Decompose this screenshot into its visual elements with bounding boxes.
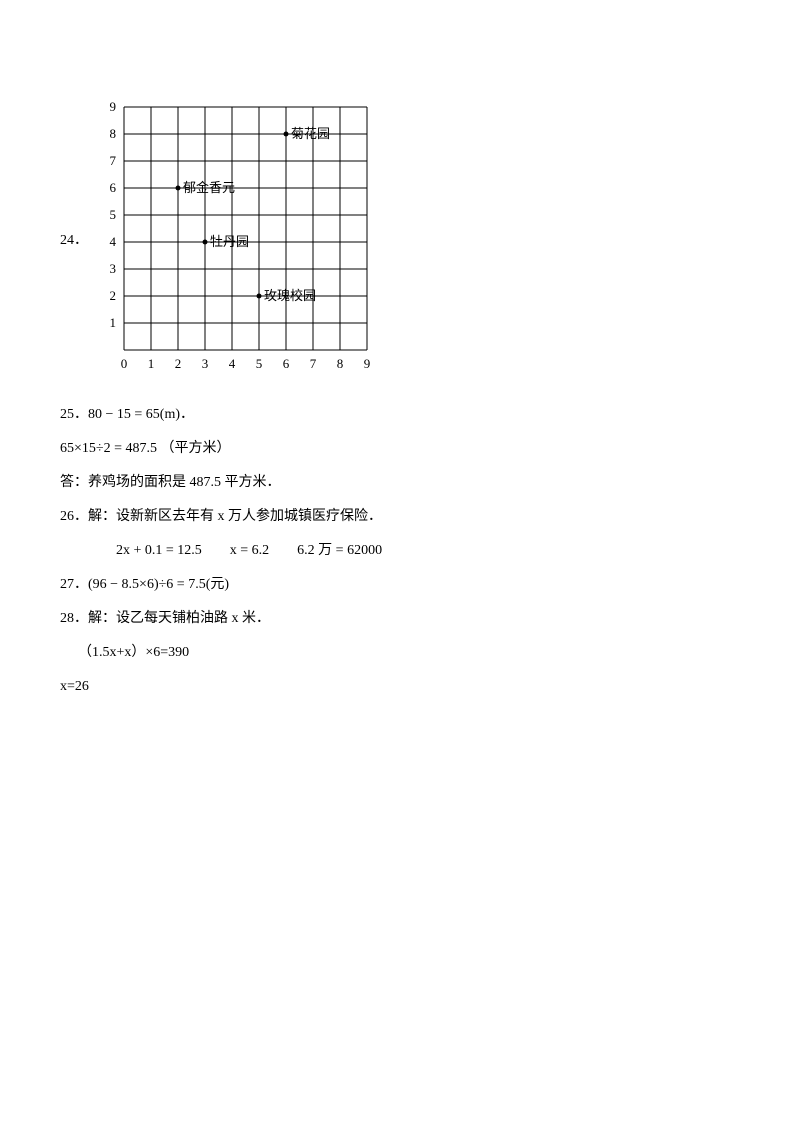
q25-line1: 25．80 − 15 = 65(m)． (60, 401, 723, 429)
svg-text:3: 3 (110, 261, 117, 276)
svg-text:0: 0 (121, 356, 128, 371)
svg-text:4: 4 (229, 356, 236, 371)
svg-text:1: 1 (148, 356, 155, 371)
svg-text:牡丹园: 牡丹园 (210, 234, 249, 249)
svg-text:9: 9 (364, 356, 371, 371)
svg-text:4: 4 (110, 234, 117, 249)
svg-text:6: 6 (110, 180, 117, 195)
svg-text:6: 6 (283, 356, 290, 371)
q25-line2: 65×15÷2 = 487.5 （平方米） (60, 435, 723, 463)
q24-label: 24． (60, 227, 90, 255)
svg-text:2: 2 (110, 288, 117, 303)
svg-text:8: 8 (110, 126, 117, 141)
q28-line3: x=26 (60, 673, 723, 701)
svg-text:5: 5 (256, 356, 263, 371)
q25-line3: 答：养鸡场的面积是 487.5 平方米． (60, 469, 723, 497)
svg-text:玫瑰校园: 玫瑰校园 (264, 288, 316, 303)
q28-line1: 28．解：设乙每天铺柏油路 x 米． (60, 605, 723, 633)
q27-line1: 27．(96 − 8.5×6)÷6 = 7.5(元) (60, 571, 723, 599)
svg-text:7: 7 (310, 356, 317, 371)
svg-text:3: 3 (202, 356, 209, 371)
svg-text:5: 5 (110, 207, 117, 222)
q24-chart: 0 1 2 3 4 5 6 7 8 9 1 2 3 4 5 6 7 8 9 菊花园郁金香元牡丹园玫瑰校园 (92, 90, 392, 391)
svg-text:7: 7 (110, 153, 117, 168)
q26-line1: 26．解：设新新区去年有 x 万人参加城镇医疗保险． (60, 503, 723, 531)
svg-text:2: 2 (175, 356, 182, 371)
q28-line2: （1.5x+x）×6=390 (78, 639, 723, 667)
svg-text:9: 9 (110, 99, 117, 114)
svg-text:郁金香元: 郁金香元 (183, 180, 235, 195)
q26-line2: 2x + 0.1 = 12.5 x = 6.2 6.2 万 = 62000 (116, 537, 723, 565)
svg-text:1: 1 (110, 315, 117, 330)
svg-text:8: 8 (337, 356, 344, 371)
svg-text:菊花园: 菊花园 (291, 126, 330, 141)
